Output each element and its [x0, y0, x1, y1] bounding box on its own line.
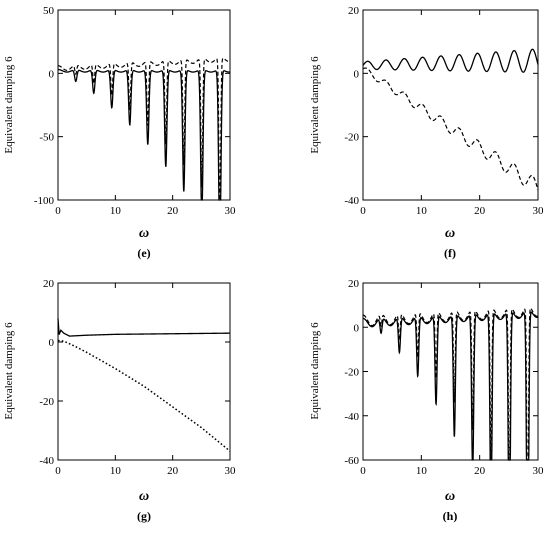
- panel-g-frame: [57, 282, 231, 461]
- panel-g-ylabel: Equivalent damping 6: [3, 322, 15, 420]
- panel-e-ytick-label: 50: [43, 5, 55, 17]
- panel-e: Equivalent damping 6 ω (e) 0 10 20 30 -100 -5…: [3, 5, 236, 260]
- panel-f-xlabel: ω: [445, 226, 455, 241]
- panel-f: Equivalent damping 6 ω (f) 0 10 20 30 -40 -20…: [309, 5, 544, 260]
- panel-e-xtick-label: 20: [167, 205, 179, 217]
- panel-f-ytick-label: 0: [354, 68, 360, 80]
- panel-g-ticks: 0 10 20 30 -40 -20 0 20: [39, 278, 236, 477]
- panel-e-ytick-label: 0: [49, 68, 55, 80]
- panel-e-series: [57, 57, 231, 201]
- panel-h-ytick-label: -20: [344, 367, 359, 379]
- panel-e-series-2-line: [58, 57, 231, 201]
- panel-f-ylabel: Equivalent damping 6: [309, 56, 321, 154]
- panel-h: Equivalent damping 6 ω (h) 0 10 20 30 -60 -40…: [309, 278, 544, 523]
- panel-e-series-1-line: [57, 68, 231, 201]
- panel-h-series-2-line: [363, 307, 539, 461]
- panel-f-series-2-line: [362, 67, 539, 191]
- panel-f-ytick-label: -20: [344, 132, 359, 144]
- panel-f-xtick-label: 0: [360, 205, 366, 217]
- panel-g-series: [57, 318, 231, 452]
- panel-g-ytick-label: 20: [43, 278, 55, 290]
- panel-h-frame: [362, 282, 539, 461]
- panel-h-ticks: 0 10 20 30 -60 -40 -20 0 20: [344, 278, 544, 477]
- panel-g-ytick-label: -40: [39, 455, 54, 467]
- panel-h-ytick-label: -40: [344, 411, 359, 423]
- panel-f-series: [362, 48, 539, 191]
- panel-e-frame: [57, 9, 231, 201]
- panel-g-xtick-label: 30: [225, 465, 237, 477]
- panel-h-ytick-label: -60: [344, 455, 359, 467]
- panel-g-xtick-label: 0: [55, 465, 61, 477]
- panel-g-label: (g): [137, 509, 151, 523]
- panel-h-xlabel: ω: [445, 489, 455, 504]
- panel-h-ytick-label: 20: [348, 278, 360, 290]
- panel-e-ytick-label: -100: [34, 195, 55, 207]
- panel-h-xtick-label: 30: [533, 465, 545, 477]
- panel-f-series-1-line: [362, 48, 539, 73]
- panel-e-ticks: 0 10 20 30 -100 -50 0 50: [34, 5, 236, 217]
- panel-g-ytick-label: 0: [49, 337, 55, 349]
- panel-g-ytick-label: -20: [39, 396, 54, 408]
- panel-e-ytick-label: -50: [39, 132, 54, 144]
- panel-h-ylabel: Equivalent damping 6: [309, 322, 321, 420]
- panel-g-xtick-label: 10: [110, 465, 122, 477]
- panel-f-ytick-label: -40: [344, 195, 359, 207]
- panel-f-ticks: 0 10 20 30 -40 -20 0 20: [344, 5, 544, 217]
- panel-h-ytick-label: 0: [354, 322, 360, 334]
- panel-f-label: (f): [444, 246, 456, 260]
- panel-f-ytick-label: 20: [348, 5, 360, 17]
- panel-h-xtick-label: 20: [474, 465, 486, 477]
- panel-e-xtick-label: 10: [110, 205, 122, 217]
- panel-e-label: (e): [137, 246, 150, 260]
- panel-h-series-1-line: [363, 311, 539, 461]
- panel-e-xtick-label: 30: [225, 205, 237, 217]
- panel-f-frame: [362, 9, 539, 201]
- panel-g-xtick-label: 20: [167, 465, 179, 477]
- panel-h-xtick-label: 10: [416, 465, 428, 477]
- panel-f-xtick-label: 10: [416, 205, 428, 217]
- panel-g: Equivalent damping 6 ω (g) 0 10 20 30 -40 -20…: [3, 278, 236, 523]
- panel-f-xtick-label: 20: [474, 205, 486, 217]
- panel-g-series-2-line: [57, 339, 231, 452]
- panel-e-xlabel: ω: [139, 226, 149, 241]
- panel-h-series: [363, 307, 539, 461]
- panel-g-series-1-line: [57, 318, 230, 337]
- panel-h-label: (h): [443, 509, 458, 523]
- panel-e-ylabel: Equivalent damping 6: [3, 56, 15, 154]
- panel-g-xlabel: ω: [139, 489, 149, 504]
- panel-e-xtick-label: 0: [55, 205, 61, 217]
- panel-f-xtick-label: 30: [533, 205, 545, 217]
- panel-h-xtick-label: 0: [360, 465, 366, 477]
